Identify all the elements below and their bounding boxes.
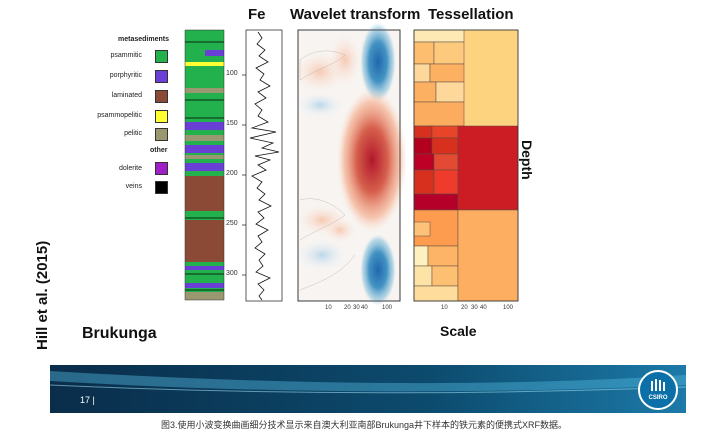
wavelet-title: Wavelet transform [290, 6, 421, 23]
scale-axis-label: Scale [440, 323, 477, 339]
wavelet-scale-tick-10: 10 [325, 305, 332, 311]
wavelet-panel [295, 22, 407, 306]
depth-tick-200: 200 [226, 170, 238, 177]
lithology-column [184, 29, 225, 301]
tess-scale-tick-40: 40 [480, 305, 487, 311]
legend-label-laminated: laminated [111, 92, 142, 99]
site-name: Brukunga [82, 325, 157, 342]
legend-swatch-veins [155, 181, 168, 194]
tess-scale-tick-20: 20 [461, 305, 468, 311]
fe-title: Fe [248, 6, 266, 23]
tessellation-panel [413, 29, 519, 302]
legend-label-psammitic: psammitic [110, 52, 142, 59]
legend-label-veins: veins [125, 183, 142, 190]
tess-scale-tick-30: 30 [471, 305, 478, 311]
depth-tick-150: 150 [226, 120, 238, 127]
csiro-logo-mark-icon [651, 379, 665, 391]
csiro-logo-text: CSIRO [648, 395, 668, 401]
depth-tick-300: 300 [226, 270, 238, 277]
wavelet-scale-tick-30: 30 [353, 305, 360, 311]
legend-label-dolerite: dolerite [119, 165, 142, 172]
depth-tick-250: 250 [226, 220, 238, 227]
figure-caption: 图3.使用小波变换曲画细分技术显示来自澳大利亚南部Brukunga井下样本的铁元… [160, 420, 568, 430]
legend-label-porphyritic: porphyritic [109, 72, 142, 79]
tess-scale-tick-10: 10 [441, 305, 448, 311]
wavelet-scale-tick-20: 20 [344, 305, 351, 311]
legend-swatch-psammopelitic [155, 110, 168, 123]
csiro-logo: CSIRO [638, 370, 678, 410]
legend-heading-other: other [150, 147, 168, 154]
legend-label-pelitic: pelitic [124, 130, 142, 137]
page-number: 17 | [80, 395, 95, 405]
legend-swatch-psammitic [155, 50, 168, 63]
tess-scale-tick-100: 100 [503, 305, 514, 311]
wavelet-scale-tick-40: 40 [361, 305, 368, 311]
legend-swatch-porphyritic [155, 70, 168, 83]
depth-axis [242, 74, 246, 276]
fe-panel [245, 29, 283, 302]
author-citation: Hill et al. (2015) [34, 240, 51, 350]
legend-swatch-dolerite [155, 162, 168, 175]
legend-heading-metasediments: metasediments [118, 36, 169, 43]
legend-swatch-laminated [155, 90, 168, 103]
tessellation-title: Tessellation [428, 6, 514, 23]
legend-label-psammopelitic: psammopelitic [97, 112, 142, 119]
slide-footer-banner [50, 365, 686, 413]
wavelet-scale-tick-100: 100 [382, 305, 393, 311]
depth-axis-label: Depth [519, 140, 535, 180]
depth-tick-100: 100 [226, 70, 238, 77]
legend-swatch-pelitic [155, 128, 168, 141]
